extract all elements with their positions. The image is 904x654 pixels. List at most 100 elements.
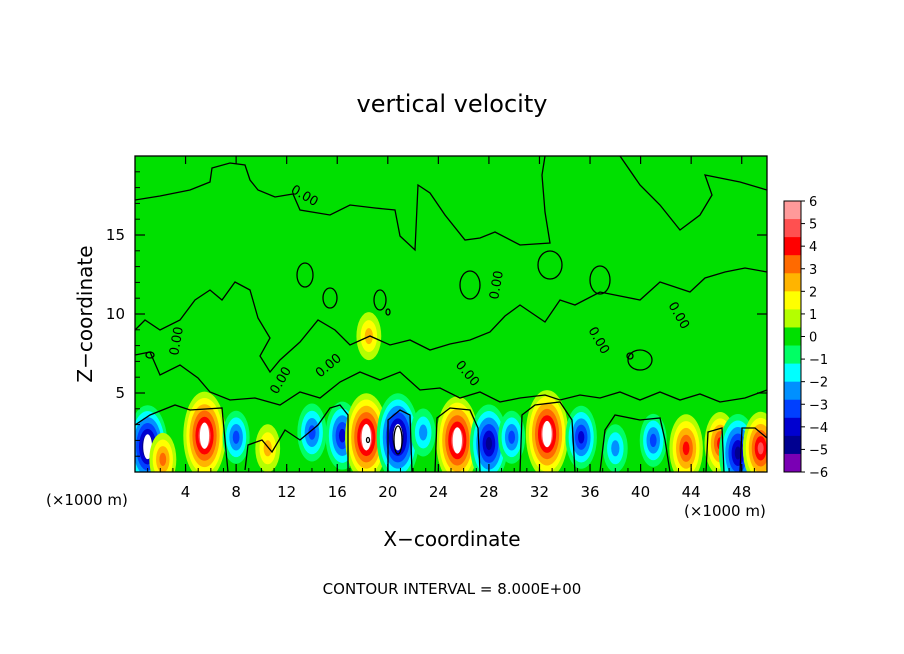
x-tick-label: 16 xyxy=(328,483,347,501)
contour-line-mid xyxy=(135,267,767,374)
velocity-core xyxy=(639,413,667,467)
contour-label: 0.00 xyxy=(167,326,187,357)
colorbar-swatch xyxy=(784,399,801,419)
colorbar-tick-label: 4 xyxy=(809,240,817,255)
colorbar-swatch xyxy=(784,219,801,238)
y-axis-label: Z−coordinate xyxy=(73,245,97,382)
colorbar-tick-label: 2 xyxy=(809,285,817,300)
contour-line-upper xyxy=(135,156,551,252)
colorbar-swatch xyxy=(784,309,801,328)
velocity-core xyxy=(498,410,526,464)
velocity-core-peak xyxy=(199,422,210,449)
x-tick-label: 20 xyxy=(378,483,397,501)
colorbar-swatch xyxy=(784,417,801,437)
velocity-core-peak xyxy=(542,420,552,448)
colorbar-swatch xyxy=(784,435,801,455)
colorbar-swatch xyxy=(784,381,801,401)
velocity-core xyxy=(297,403,327,462)
velocity-core xyxy=(602,424,628,472)
velocity-core xyxy=(410,408,436,457)
contour-loop xyxy=(537,250,563,280)
velocity-core xyxy=(149,432,177,472)
colorbar-tick-label: −4 xyxy=(809,421,828,436)
x-unit-label-right: (×1000 m) xyxy=(684,502,766,520)
colorbar-tick-label: 3 xyxy=(809,263,817,278)
contour-label: 0.00 xyxy=(487,270,507,301)
x-axis-label: X−coordinate xyxy=(383,527,520,551)
x-tick-label: 8 xyxy=(231,483,241,501)
velocity-core-band xyxy=(508,430,516,444)
contour-loop xyxy=(627,349,653,371)
x-unit-label: (×1000 m) xyxy=(46,491,128,509)
velocity-core-band xyxy=(734,446,742,460)
y-tick-label: 15 xyxy=(106,226,125,244)
velocity-core-band xyxy=(338,428,346,443)
colorbar-tick-label: 1 xyxy=(809,308,817,323)
velocity-core-band xyxy=(578,430,585,444)
contour-loop xyxy=(393,425,403,455)
colorbar-tick-label: −5 xyxy=(809,443,828,458)
colorbar-swatch xyxy=(784,201,801,220)
colorbar-swatch xyxy=(784,363,801,383)
chart-title: vertical velocity xyxy=(357,90,548,118)
x-tick-label: 36 xyxy=(580,483,599,501)
colorbar-tick-label: 5 xyxy=(809,218,817,233)
colorbar-swatch xyxy=(784,255,801,274)
velocity-core-band xyxy=(485,437,493,451)
velocity-core xyxy=(565,405,597,469)
velocity-core xyxy=(376,393,420,472)
x-tick-label: 40 xyxy=(631,483,650,501)
velocity-core-band xyxy=(757,442,764,455)
velocity-cores xyxy=(135,312,767,472)
contour-loop xyxy=(365,436,371,444)
x-tick-label: 32 xyxy=(530,483,549,501)
colorbar-swatch xyxy=(784,237,801,256)
colorbar: 6 5 4 3 2 1 0 −1 −2 −3 −4 −5 −6 xyxy=(783,195,828,481)
contour-loop xyxy=(322,287,338,309)
contour-loop xyxy=(626,352,634,360)
contour-line-low xyxy=(135,351,767,406)
x-axis: 4 8 12 16 20 24 28 32 36 40 44 48 xyxy=(134,156,768,501)
contour-lines xyxy=(135,156,767,472)
velocity-core-peak xyxy=(361,424,371,451)
x-tick-label: 4 xyxy=(181,483,191,501)
contour-line-surface xyxy=(135,401,767,472)
colorbar-tick-label: −3 xyxy=(809,398,828,413)
y-tick-label: 10 xyxy=(106,305,125,323)
velocity-core xyxy=(742,411,767,472)
contour-loop xyxy=(589,265,611,295)
velocity-core-band xyxy=(649,433,657,448)
y-axis: 5 10 15 xyxy=(106,155,767,473)
colorbar-swatch xyxy=(784,345,801,364)
contour-loop xyxy=(385,308,391,316)
colorbar-tick-label: −1 xyxy=(809,353,828,368)
colorbar-tick-label: 6 xyxy=(809,195,817,210)
colorbar-swatch xyxy=(784,291,801,310)
colorbar-tick-label: −6 xyxy=(809,466,828,481)
velocity-core xyxy=(669,414,703,472)
velocity-core xyxy=(525,390,569,472)
contour-line-right xyxy=(619,156,767,231)
velocity-core xyxy=(255,424,281,472)
velocity-core xyxy=(183,391,226,472)
colorbar-tick-label: −2 xyxy=(809,376,828,391)
velocity-core xyxy=(222,410,250,464)
colorbar-swatch xyxy=(784,327,801,346)
y-tick-label: 5 xyxy=(115,384,125,402)
contour-interval-footer: CONTOUR INTERVAL = 8.000E+00 xyxy=(323,580,582,598)
velocity-core-band xyxy=(611,440,620,457)
x-tick-label: 48 xyxy=(732,483,751,501)
velocity-core xyxy=(345,393,388,472)
velocity-core-band xyxy=(159,452,167,466)
contour-loop xyxy=(296,262,314,288)
velocity-core-band xyxy=(419,424,428,441)
x-tick-label: 24 xyxy=(429,483,448,501)
x-tick-label: 28 xyxy=(479,483,498,501)
x-tick-label: 12 xyxy=(277,483,296,501)
contour-loop xyxy=(145,351,155,359)
velocity-core-peak xyxy=(452,427,462,454)
contour-loop xyxy=(459,270,481,300)
colorbar-tick-label: 0 xyxy=(809,331,817,346)
velocity-core xyxy=(469,404,508,472)
